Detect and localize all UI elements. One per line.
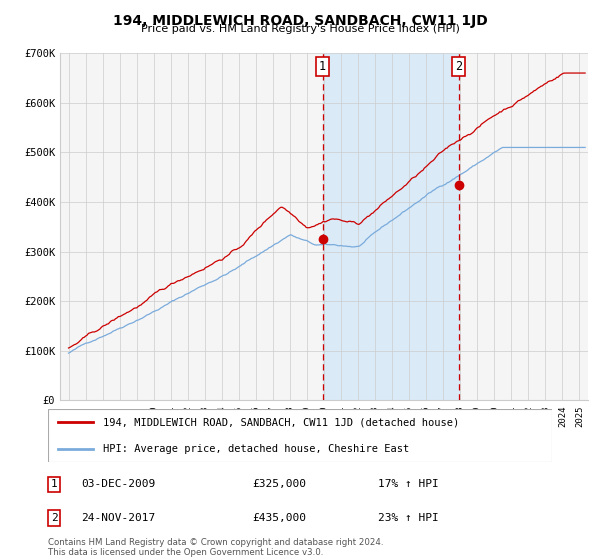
Text: 03-DEC-2009: 03-DEC-2009: [81, 479, 155, 489]
Text: £325,000: £325,000: [252, 479, 306, 489]
FancyBboxPatch shape: [48, 409, 552, 462]
Bar: [323, 53, 458, 400]
Text: 194, MIDDLEWICH ROAD, SANDBACH, CW11 1JD (detached house): 194, MIDDLEWICH ROAD, SANDBACH, CW11 1JD…: [103, 417, 460, 427]
Text: 23% ↑ HPI: 23% ↑ HPI: [378, 513, 439, 523]
Text: £435,000: £435,000: [252, 513, 306, 523]
Text: 2: 2: [455, 60, 462, 73]
Text: Price paid vs. HM Land Registry's House Price Index (HPI): Price paid vs. HM Land Registry's House …: [140, 24, 460, 34]
Text: HPI: Average price, detached house, Cheshire East: HPI: Average price, detached house, Ches…: [103, 444, 410, 454]
Text: 24-NOV-2017: 24-NOV-2017: [81, 513, 155, 523]
Text: 1: 1: [319, 60, 326, 73]
Text: 2: 2: [50, 513, 58, 523]
Text: 17% ↑ HPI: 17% ↑ HPI: [378, 479, 439, 489]
Text: 1: 1: [50, 479, 58, 489]
Text: Contains HM Land Registry data © Crown copyright and database right 2024.
This d: Contains HM Land Registry data © Crown c…: [48, 538, 383, 557]
Text: 194, MIDDLEWICH ROAD, SANDBACH, CW11 1JD: 194, MIDDLEWICH ROAD, SANDBACH, CW11 1JD: [113, 14, 487, 28]
